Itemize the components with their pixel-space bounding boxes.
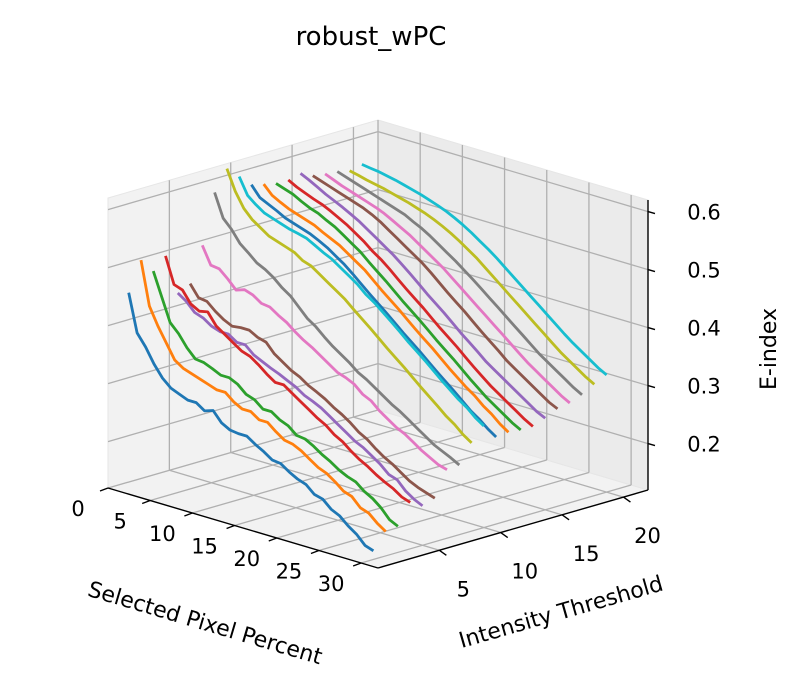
x-axis-label: Selected Pixel Percent (85, 577, 325, 670)
series-line-threshold-14 (287, 178, 534, 428)
x-tick-mark (184, 512, 193, 517)
y-tick-label: 20 (634, 524, 661, 548)
z-axis-label: E-index (757, 308, 782, 390)
x-gridline-floor (318, 471, 590, 552)
z-tick-mark (647, 326, 656, 331)
x-tick-mark (268, 537, 277, 542)
z-tick-label: 0.4 (687, 317, 720, 341)
y-axis-label: Intensity Threshold (456, 572, 666, 654)
x-tick-mark (226, 524, 235, 530)
x-tick-mark (141, 499, 151, 505)
x-tick-mark (310, 549, 320, 555)
series-line-threshold-2 (139, 259, 387, 533)
z-tick-mark (647, 268, 656, 273)
x-tick-label: 0 (71, 497, 84, 521)
series-line-threshold-8 (213, 191, 461, 467)
series-line-threshold-9 (225, 168, 473, 444)
z-tick-label: 0.2 (687, 433, 720, 457)
x-tick-mark (99, 487, 109, 492)
x-tick-label: 15 (191, 535, 218, 559)
y-tick-mark (623, 496, 631, 503)
series-line-threshold-12 (262, 183, 510, 434)
z-gridline-right (377, 362, 649, 445)
x-gridline-floor (276, 459, 547, 539)
z-gridline-right (377, 188, 649, 271)
x-tick-label: 25 (276, 560, 303, 584)
series-line-threshold-6 (188, 282, 436, 500)
z-tick-label: 0.6 (687, 201, 720, 225)
series-line-threshold-4 (164, 255, 411, 504)
z-gridline-left (107, 362, 379, 443)
z-gridline-right (377, 246, 649, 329)
x-tick-label: 30 (318, 572, 345, 596)
y-tick-label: 5 (457, 577, 470, 601)
series-line-threshold-13 (275, 182, 522, 431)
x-tick-label: 5 (114, 510, 127, 534)
series-line-threshold-10 (237, 176, 485, 428)
series-line-threshold-19 (348, 169, 596, 386)
x-gridline-floor (150, 421, 421, 502)
series-line-threshold-20 (361, 163, 608, 376)
series-lines (127, 163, 608, 552)
y-tick-mark (561, 514, 570, 521)
y-gridline-floor (169, 469, 440, 551)
y-tick-label: 10 (511, 560, 538, 584)
series-line-threshold-11 (250, 183, 498, 438)
x-gridline-floor (107, 409, 379, 489)
z-tick-mark (647, 210, 656, 215)
chart-title: robust_wPC (296, 22, 447, 52)
series-line-threshold-3 (151, 270, 399, 528)
x-tick-label: 20 (233, 547, 260, 571)
axis-lines (99, 200, 656, 569)
series-line-threshold-16 (312, 174, 559, 410)
series-line-threshold-7 (201, 244, 448, 471)
x-gridline-floor (234, 446, 505, 527)
y-gridline-floor (291, 434, 563, 516)
z-tick-mark (647, 384, 656, 389)
x-tick-label: 10 (149, 522, 176, 546)
series-line-threshold-17 (324, 172, 571, 405)
x-tick-mark (352, 562, 362, 567)
z-gridline-left (107, 188, 379, 269)
z-tick-label: 0.3 (687, 375, 720, 399)
y-tick-label: 15 (573, 542, 600, 566)
series-line-threshold-5 (176, 292, 424, 507)
x-axis-line (107, 487, 379, 569)
series-line-threshold-1 (127, 292, 375, 552)
grid-lines (107, 120, 649, 564)
y-axis-line (377, 489, 649, 569)
z-tick-mark (647, 442, 656, 447)
z-tick-label: 0.5 (687, 259, 720, 283)
y-tick-mark (500, 531, 509, 539)
tick-labels: 0 5 10 15 20 25 30 5 10 15 20 0.2 0.3 0.4 0.5 0.6 (71, 201, 720, 602)
z-gridline-left (107, 130, 379, 211)
y-tick-mark (438, 549, 447, 556)
z-gridline-right (377, 130, 649, 213)
series-line-threshold-15 (299, 172, 547, 420)
x-gridline-floor (360, 484, 632, 564)
series-line-threshold-18 (336, 170, 583, 396)
